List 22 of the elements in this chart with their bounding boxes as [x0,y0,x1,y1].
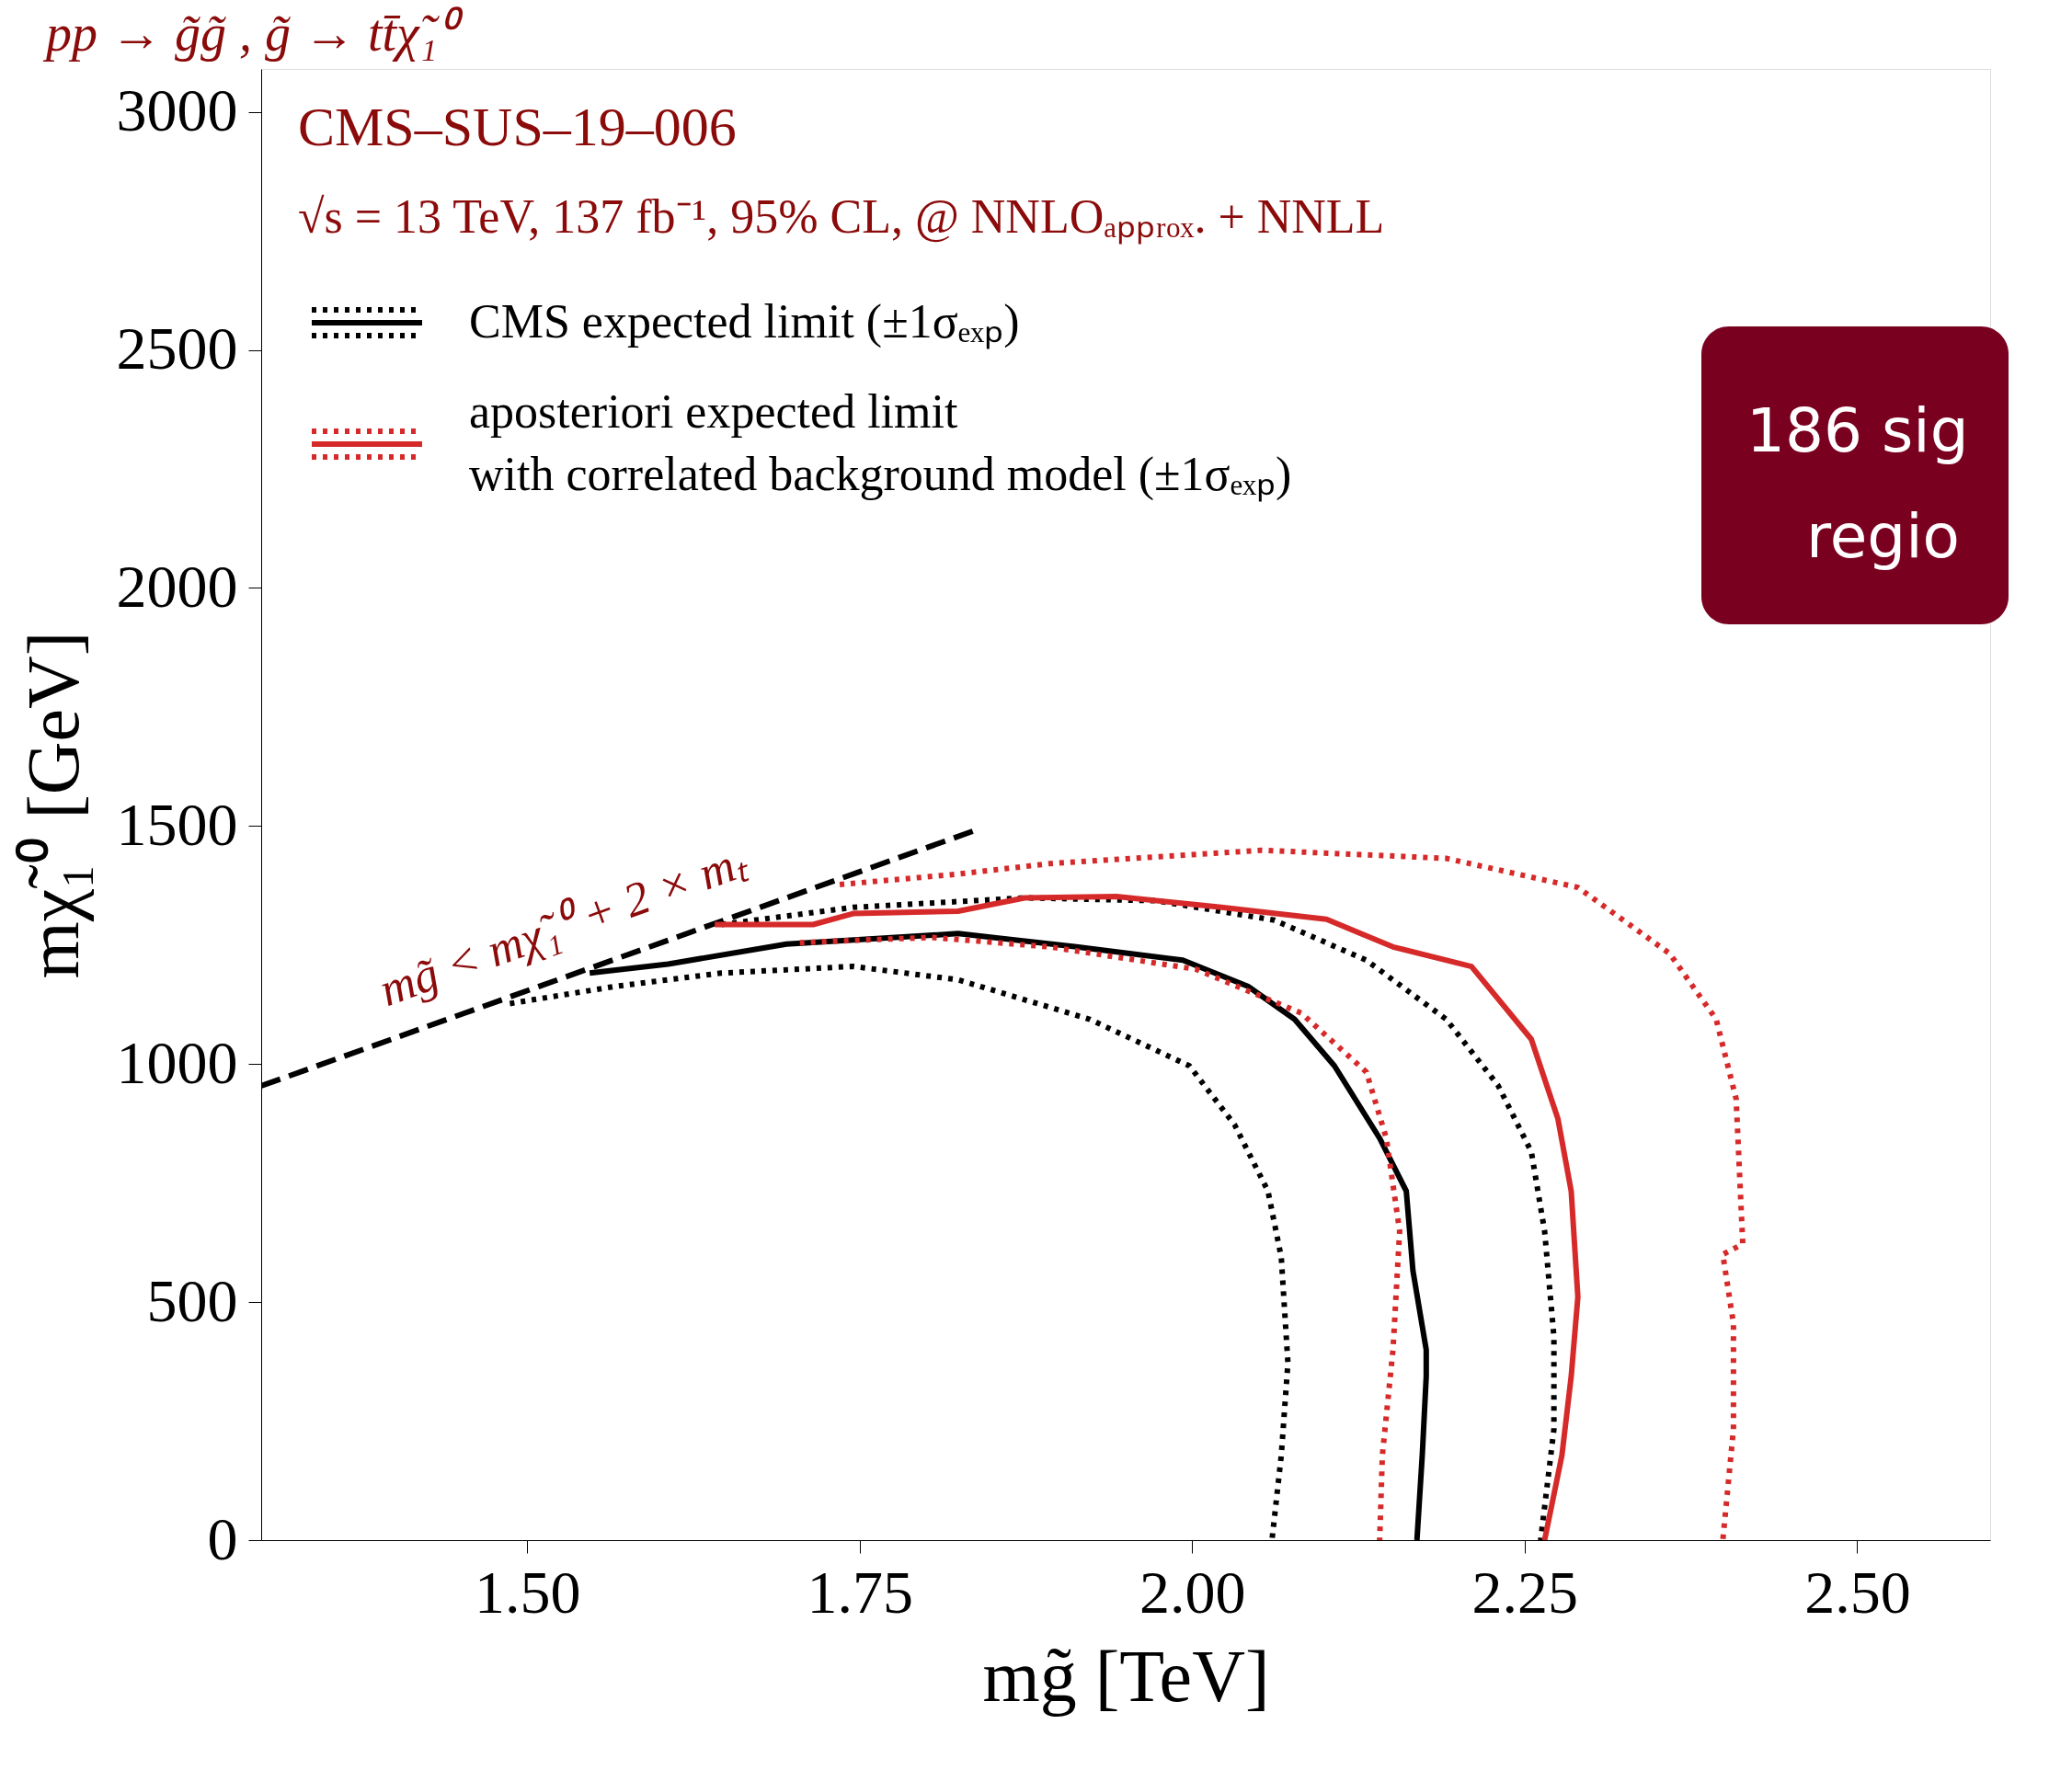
annotation: CMS–SUS–19–006 [298,97,737,157]
y-axis-title: mχ̃₁⁰ [GeV] [12,631,94,979]
y-tick-label: 2000 [116,552,238,620]
y-tick-label: 2500 [116,314,238,382]
x-tick-label: 2.25 [1471,1558,1579,1626]
x-tick-label: 2.00 [1139,1558,1246,1626]
chart-title: pp → g̃g̃ , g̃ → tt̄χ̃₁⁰ [42,5,464,62]
annotation: mg̃ < mχ̃₁⁰ + 2 × mₜ [372,834,755,1017]
annotation: √s = 13 TeV, 137 fb⁻¹, 95% CL, @ NNLOₐₚₚᵣₒₓ. + NNLL [298,190,1385,245]
y-tick-label: 1500 [116,790,238,858]
x-tick-label: 2.50 [1804,1558,1911,1626]
y-tick-label: 0 [207,1504,238,1572]
y-tick-label: 1000 [116,1028,238,1096]
y-tick-label: 500 [146,1266,238,1334]
annotation: 186 sig [1746,395,1969,466]
x-tick-label: 1.75 [807,1558,914,1626]
annotation: regio [1806,501,1960,572]
legend-label: CMS expected limit (±1σₑₓₚ) [469,295,1020,349]
x-tick-label: 1.50 [474,1558,581,1626]
legend-label: aposteriori expected limit with correlated background model (±1σₑₓₚ) [469,385,1292,502]
x-axis-title: mg̃ [TeV] [982,1635,1270,1717]
y-tick-label: 3000 [116,76,238,144]
